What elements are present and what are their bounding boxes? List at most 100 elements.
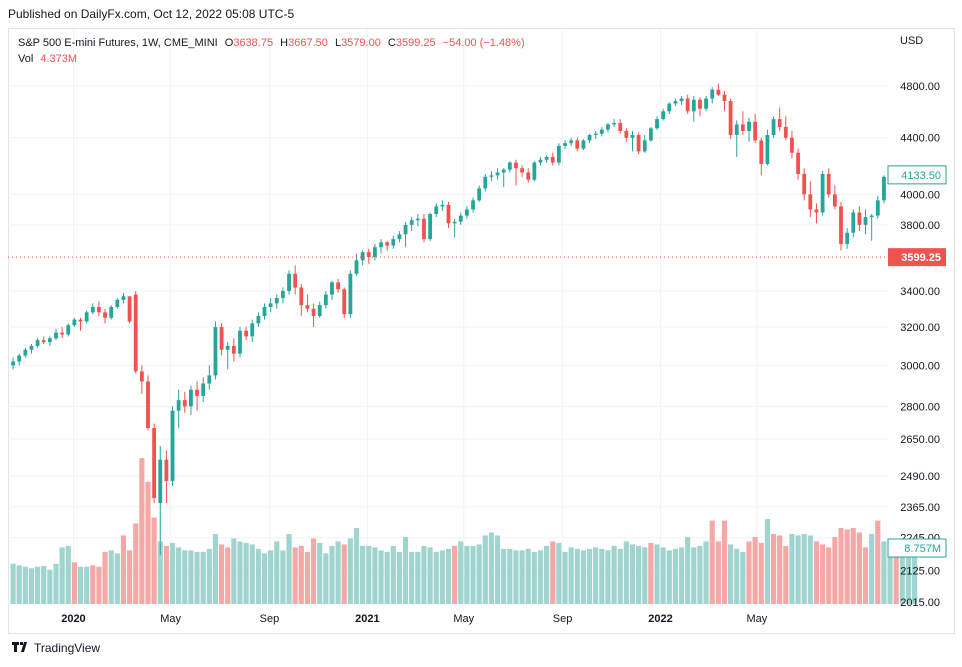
candle-body	[207, 375, 212, 384]
candle-body	[556, 145, 561, 163]
volume-bar	[96, 566, 102, 604]
volume-key: Vol	[18, 53, 34, 65]
candle-body	[360, 252, 365, 261]
volume-bar	[317, 542, 323, 604]
volume-bar	[544, 545, 550, 604]
volume-bar	[531, 551, 537, 604]
volume-bar	[102, 551, 108, 604]
candle-body	[201, 383, 206, 396]
volume-bar	[458, 541, 464, 604]
volume-bar	[268, 550, 274, 604]
volume-bar	[77, 566, 84, 604]
volume-bar	[636, 545, 642, 604]
candle-body	[851, 212, 856, 233]
volume-bar	[409, 551, 415, 604]
candle-body	[452, 221, 457, 224]
volume-bar	[16, 565, 22, 604]
candle-body	[501, 169, 506, 173]
chart-frame	[8, 28, 955, 634]
footer-brand[interactable]: TradingView	[12, 641, 100, 655]
volume-bar	[225, 547, 231, 604]
volume-bar	[783, 545, 789, 604]
candle-body	[379, 242, 383, 248]
volume-bar	[734, 548, 740, 604]
candle-body	[507, 162, 512, 170]
candle-body	[434, 206, 439, 215]
candle-body	[415, 218, 420, 221]
volume-bar	[832, 536, 838, 604]
volume-bar	[654, 544, 660, 604]
candle-body	[783, 127, 788, 138]
candle-body	[599, 129, 604, 134]
volume-bar	[758, 542, 764, 604]
candle-body	[642, 140, 647, 152]
volume-bar	[801, 533, 807, 604]
candle-body	[311, 308, 316, 316]
price-tick-label: 3200.00	[900, 322, 940, 334]
candle-body	[342, 289, 347, 315]
volume-bar	[255, 548, 261, 604]
candle-body	[698, 99, 702, 109]
volume-bar	[169, 542, 176, 604]
candle-body	[189, 389, 193, 407]
candle-body	[710, 89, 715, 99]
candle-body	[563, 143, 567, 146]
volume-bar	[813, 541, 820, 604]
candle-body	[409, 220, 414, 225]
candle-body	[170, 410, 175, 481]
volume-bar	[697, 545, 703, 604]
volume-bar	[452, 545, 458, 604]
volume-bar	[470, 545, 476, 604]
candle-body	[612, 123, 616, 125]
price-tick-label: 3800.00	[900, 220, 940, 232]
volume-bar	[372, 547, 378, 604]
candle-body	[875, 200, 880, 216]
candle-body	[262, 306, 267, 316]
candle-body	[716, 89, 721, 95]
candle-body	[127, 296, 132, 322]
time-tick-label: May	[453, 613, 474, 625]
candle-body	[624, 131, 629, 138]
candle-body	[323, 294, 328, 306]
volume-bar	[127, 550, 133, 604]
candle-body	[863, 217, 868, 225]
volume-bar	[286, 533, 292, 604]
candle-body	[777, 119, 782, 128]
time-tick-label: May	[747, 613, 768, 625]
volume-bar	[709, 520, 715, 604]
candle-body	[231, 345, 236, 354]
candle-body	[54, 332, 58, 339]
candle-body	[587, 135, 592, 141]
currency-label: USD	[900, 35, 924, 47]
volume-bar	[586, 548, 593, 604]
volume-bar	[893, 541, 899, 604]
candle-body	[845, 232, 850, 244]
volume-bar	[360, 545, 366, 604]
volume-bar	[593, 547, 599, 604]
volume-bar	[642, 547, 648, 604]
candle-body	[532, 162, 537, 180]
candle-body	[133, 294, 138, 372]
volume-bar	[323, 553, 329, 604]
candle-body	[826, 173, 831, 195]
volume-tag-label: 8.757M	[904, 543, 941, 555]
volume-bar	[188, 550, 194, 604]
candle-body	[526, 172, 531, 180]
candle-body	[814, 209, 819, 213]
volume-bar	[850, 528, 856, 604]
volume-bar	[537, 550, 544, 604]
volume-bar	[807, 535, 813, 604]
volume-value: 4.373M	[40, 53, 78, 65]
candle-body	[305, 305, 310, 309]
legend-row-volume: Vol 4.373M	[18, 51, 525, 67]
candle-body	[765, 135, 770, 164]
footer-brand-text: TradingView	[34, 641, 101, 655]
candle-body	[648, 128, 653, 141]
open-key: O	[224, 37, 234, 49]
volume-bar	[482, 535, 488, 604]
time-tick-label: 2020	[61, 613, 85, 625]
volume-bar	[237, 541, 243, 604]
price-tick-label: 2650.00	[900, 434, 940, 446]
candle-body	[373, 247, 377, 258]
